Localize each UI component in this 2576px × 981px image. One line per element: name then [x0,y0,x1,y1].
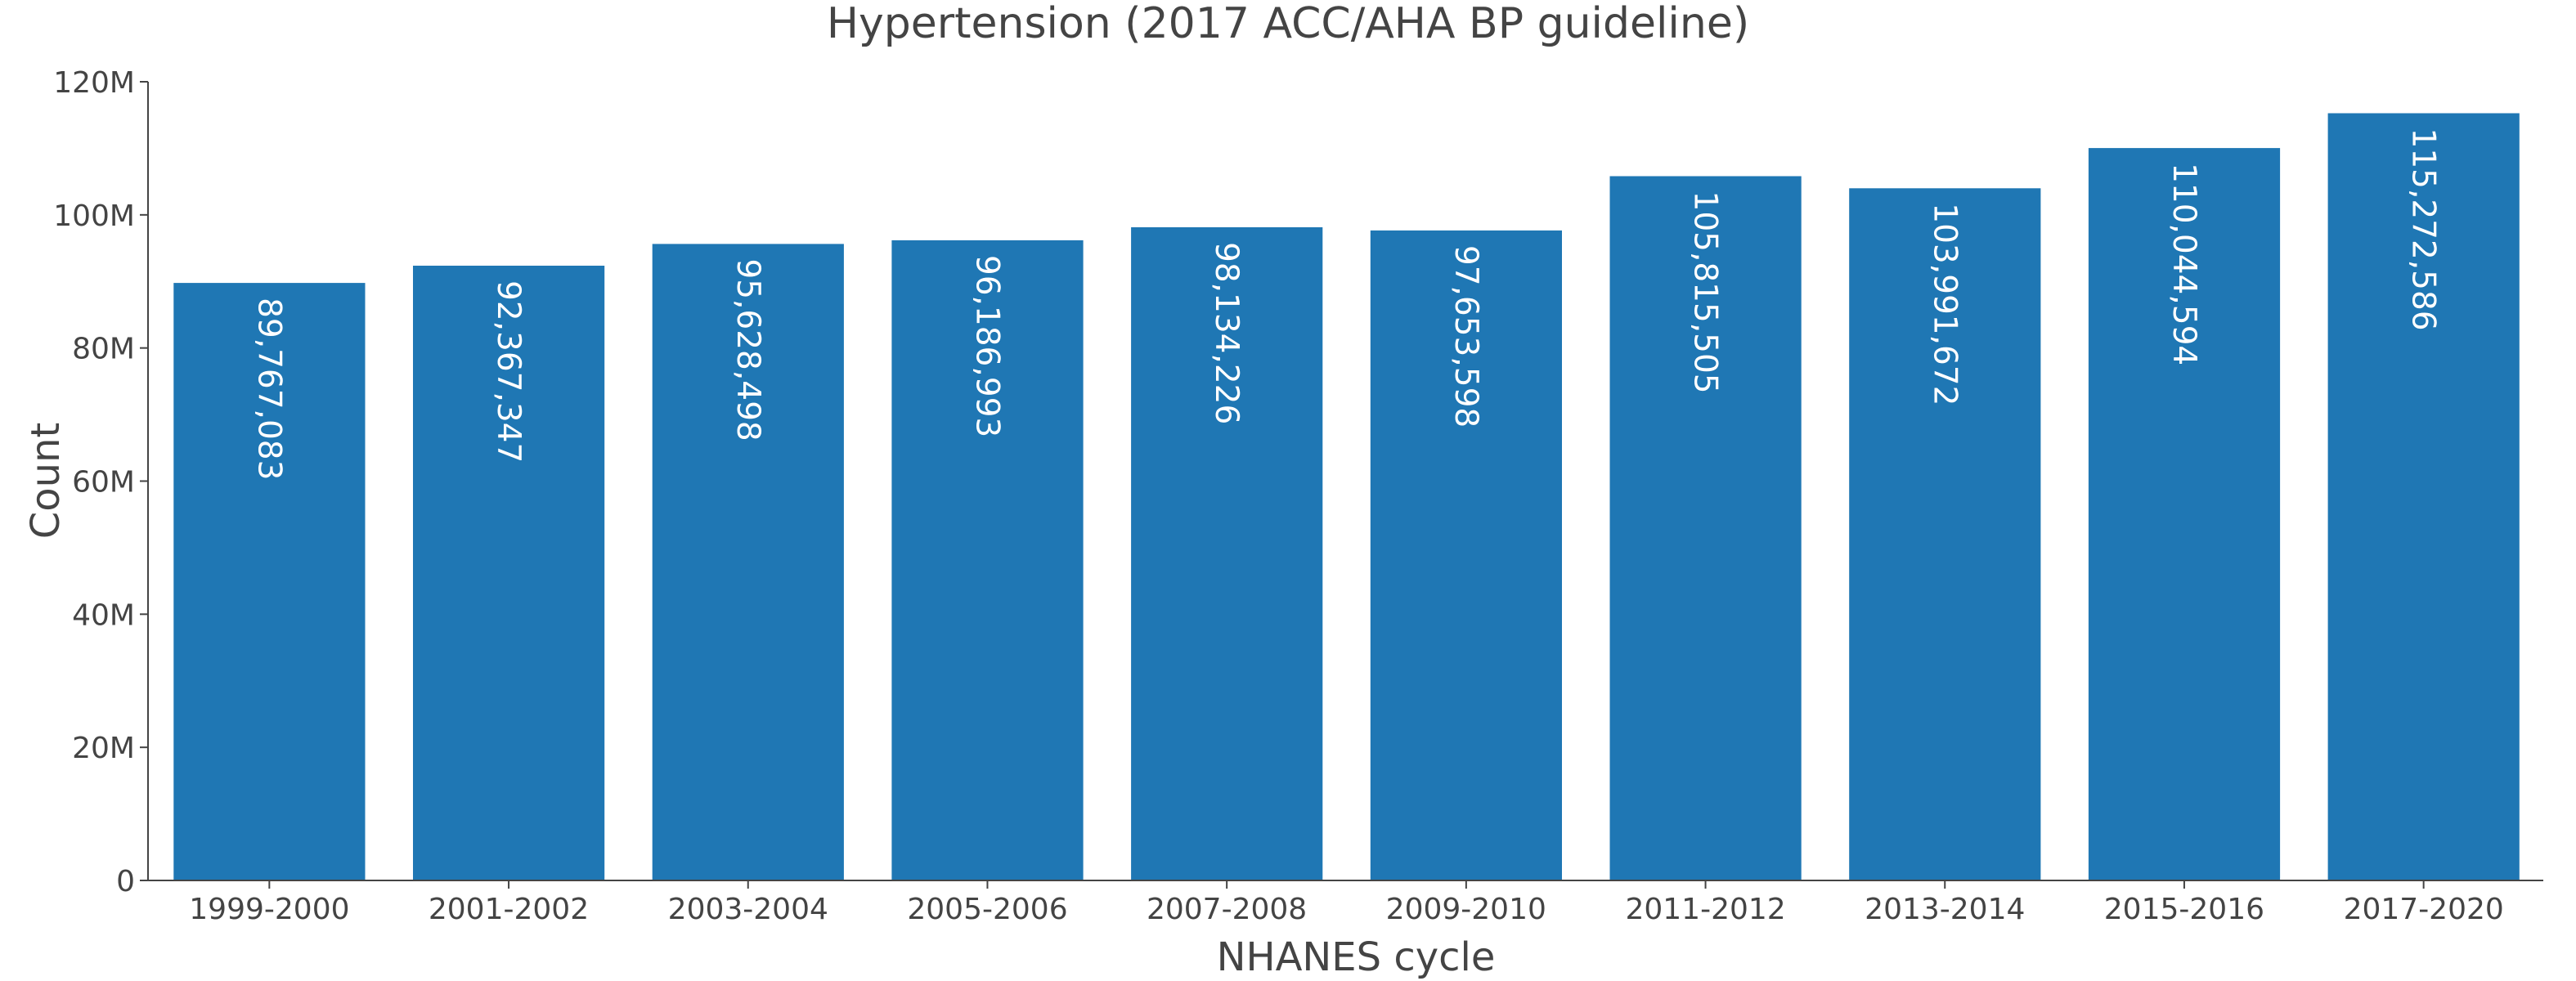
bar-2009-2010 [1370,230,1562,880]
x-tick-label: 2015-2016 [2104,893,2264,926]
y-tick-label: 20M [72,732,135,765]
bar-value-label: 105,815,505 [1687,191,1724,394]
bar-value-label: 103,991,672 [1926,203,1963,405]
y-axis-title: Count [23,423,69,540]
bar-value-label: 89,767,083 [250,298,287,480]
bar-value-label: 110,044,594 [2165,163,2202,365]
bar-2001-2002 [413,266,605,880]
x-tick-label: 2013-2014 [1865,893,2025,926]
x-tick-label: 2005-2006 [907,893,1067,926]
x-tick-label: 2003-2004 [668,893,828,926]
y-tick-label: 0 [116,865,135,898]
bar-2017-2020 [2327,113,2520,880]
bar-1999-2000 [173,283,366,881]
y-tick-label: 60M [72,466,135,499]
y-tick-label: 100M [53,199,135,233]
bar-2003-2004 [652,244,844,880]
bar-value-label: 96,186,993 [969,255,1006,437]
bar-value-label: 92,367,347 [490,280,527,463]
y-tick-label: 40M [72,598,135,632]
x-tick-label: 2011-2012 [1625,893,1785,926]
plot-area: 89,767,083 92,367,347 95,628,498 96,186,993… [173,113,2520,881]
x-tick-label: 2009-2010 [1386,893,1546,926]
x-axis-ticks: 1999-2000 2001-2002 2003-2004 2005-2006 2007… [189,880,2504,926]
y-axis-ticks: 0 20M 40M 60M 80M 100M 120M [53,66,148,898]
x-tick-label: 2007-2008 [1147,893,1307,926]
bar-value-label: 98,134,226 [1208,242,1245,424]
x-tick-label: 1999-2000 [189,893,349,926]
bar-value-label: 95,628,498 [729,258,766,441]
y-tick-label: 80M [72,333,135,366]
bar-2015-2016 [2088,148,2281,881]
bar-value-label: 115,272,586 [2405,128,2442,331]
bar-2005-2006 [891,240,1084,880]
x-tick-label: 2017-2020 [2344,893,2504,926]
bar-2011-2012 [1609,176,1802,880]
y-tick-label: 120M [53,66,135,100]
bar-2007-2008 [1131,227,1323,880]
chart-title: Hypertension (2017 ACC/AHA BP guideline) [827,0,1749,48]
x-axis-title: NHANES cycle [1217,934,1496,980]
bar-2013-2014 [1849,188,2041,881]
x-tick-label: 2001-2002 [429,893,589,926]
bar-value-label: 97,653,598 [1447,245,1484,428]
